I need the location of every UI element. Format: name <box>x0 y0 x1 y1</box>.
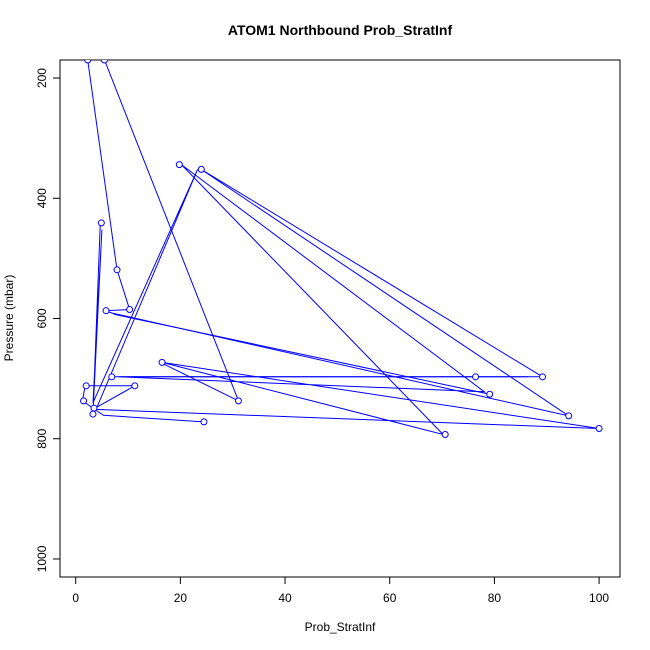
series-line <box>92 169 199 413</box>
data-point <box>486 390 494 398</box>
x-tick-label: 100 <box>589 591 609 605</box>
x-tick-label: 60 <box>383 591 397 605</box>
y-tick-label: 600 <box>35 308 49 328</box>
y-tick-label: 200 <box>35 68 49 88</box>
x-axis-label: Prob_StratInf <box>305 620 376 634</box>
data-point <box>100 60 108 64</box>
data-point <box>90 404 98 412</box>
data-point <box>97 219 105 227</box>
data-point <box>595 425 603 433</box>
chart-title: ATOM1 Northbound Prob_StratInf <box>228 22 453 38</box>
data-point <box>472 373 480 381</box>
data-point <box>565 412 573 420</box>
x-axis: 0 20 40 60 80 100 <box>72 576 609 605</box>
data-point <box>89 410 97 418</box>
data-point <box>131 382 139 390</box>
y-tick-label: 1000 <box>35 545 49 572</box>
x-tick-label: 0 <box>72 591 79 605</box>
x-tick-label: 20 <box>174 591 188 605</box>
data-point <box>200 418 208 426</box>
series-line <box>160 361 239 402</box>
series-points <box>80 60 603 439</box>
data-point <box>84 60 92 64</box>
data-point <box>102 307 110 315</box>
data-point <box>539 373 547 381</box>
data-point <box>80 397 88 405</box>
series-line <box>113 313 490 395</box>
y-tick-label: 400 <box>35 188 49 208</box>
data-point <box>126 305 134 313</box>
data-point <box>113 266 121 274</box>
x-tick-label: 40 <box>278 591 292 605</box>
series-line <box>104 60 239 402</box>
y-axis: 200 400 600 800 1000 <box>35 68 61 572</box>
data-point <box>82 382 90 390</box>
y-tick-label: 800 <box>35 428 49 448</box>
data-point <box>108 373 116 381</box>
data-point <box>158 358 166 366</box>
data-point <box>175 161 183 169</box>
x-tick-label: 80 <box>488 591 502 605</box>
data-point <box>197 165 205 173</box>
y-axis-label: Pressure (mbar) <box>2 275 16 362</box>
data-point <box>441 431 449 439</box>
data-point <box>234 397 242 405</box>
